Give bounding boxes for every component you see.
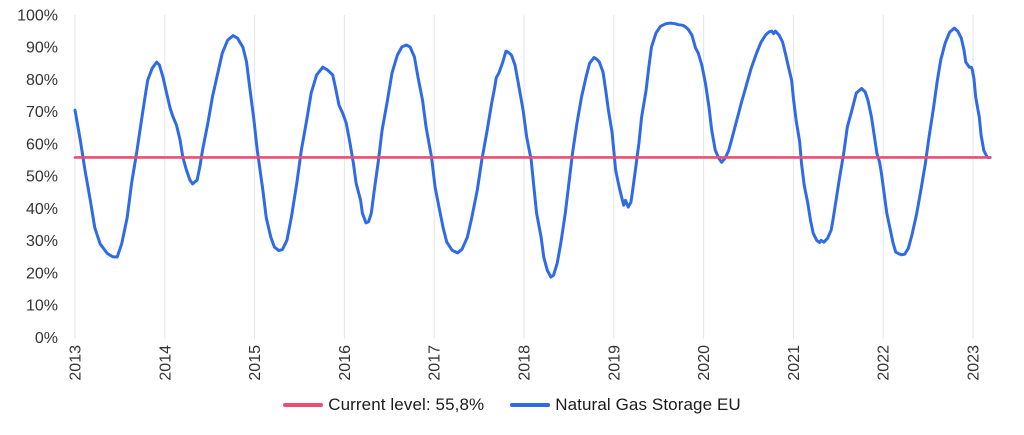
y-axis-label: 30% <box>26 233 58 250</box>
x-axis-label: 2020 <box>696 345 713 381</box>
legend-label-gas-storage: Natural Gas Storage EU <box>555 395 741 414</box>
y-axis-label: 80% <box>26 72 58 89</box>
y-axis-label: 40% <box>26 201 58 218</box>
x-axis-label: 2014 <box>157 345 174 381</box>
y-axis-label: 70% <box>26 104 58 121</box>
x-axis-label: 2022 <box>876 345 893 381</box>
y-axis-label: 10% <box>26 298 58 315</box>
gas-storage-line-icon <box>510 403 551 407</box>
y-axis-label: 50% <box>26 169 58 186</box>
axis-labels-group: 0% 10% 20% 30% 40% 50% 60% 70% 80% 90% 100% 2013 201… <box>17 8 982 381</box>
y-axis-label: 20% <box>26 265 58 282</box>
series-group <box>73 21 992 279</box>
legend-item-current-level[interactable]: Current level: 55,8% <box>283 395 484 415</box>
gas-storage-series-line <box>73 21 992 279</box>
x-axis-label: 2021 <box>786 345 803 381</box>
y-axis-label: 60% <box>26 136 58 153</box>
chart-svg: 0% 10% 20% 30% 40% 50% 60% 70% 80% 90% 100% 2013 201… <box>17 8 992 381</box>
current-level-line-icon <box>283 403 324 407</box>
legend: Current level: 55,8% Natural Gas Storage… <box>0 392 1024 435</box>
y-axis-label: 90% <box>26 40 58 57</box>
x-axis-label: 2015 <box>247 345 264 381</box>
x-axis-label: 2013 <box>68 345 85 381</box>
x-axis-label: 2018 <box>517 345 534 381</box>
x-axis-label: 2016 <box>337 345 354 381</box>
x-axis-label: 2019 <box>606 345 623 381</box>
x-axis-label: 2017 <box>427 345 444 381</box>
legend-label-current-level: Current level: 55,8% <box>328 395 485 414</box>
x-axis-label: 2023 <box>966 345 983 381</box>
legend-item-gas-storage[interactable]: Natural Gas Storage EU <box>510 395 741 415</box>
y-axis-label: 100% <box>17 8 58 25</box>
y-axis-label: 0% <box>35 330 58 347</box>
